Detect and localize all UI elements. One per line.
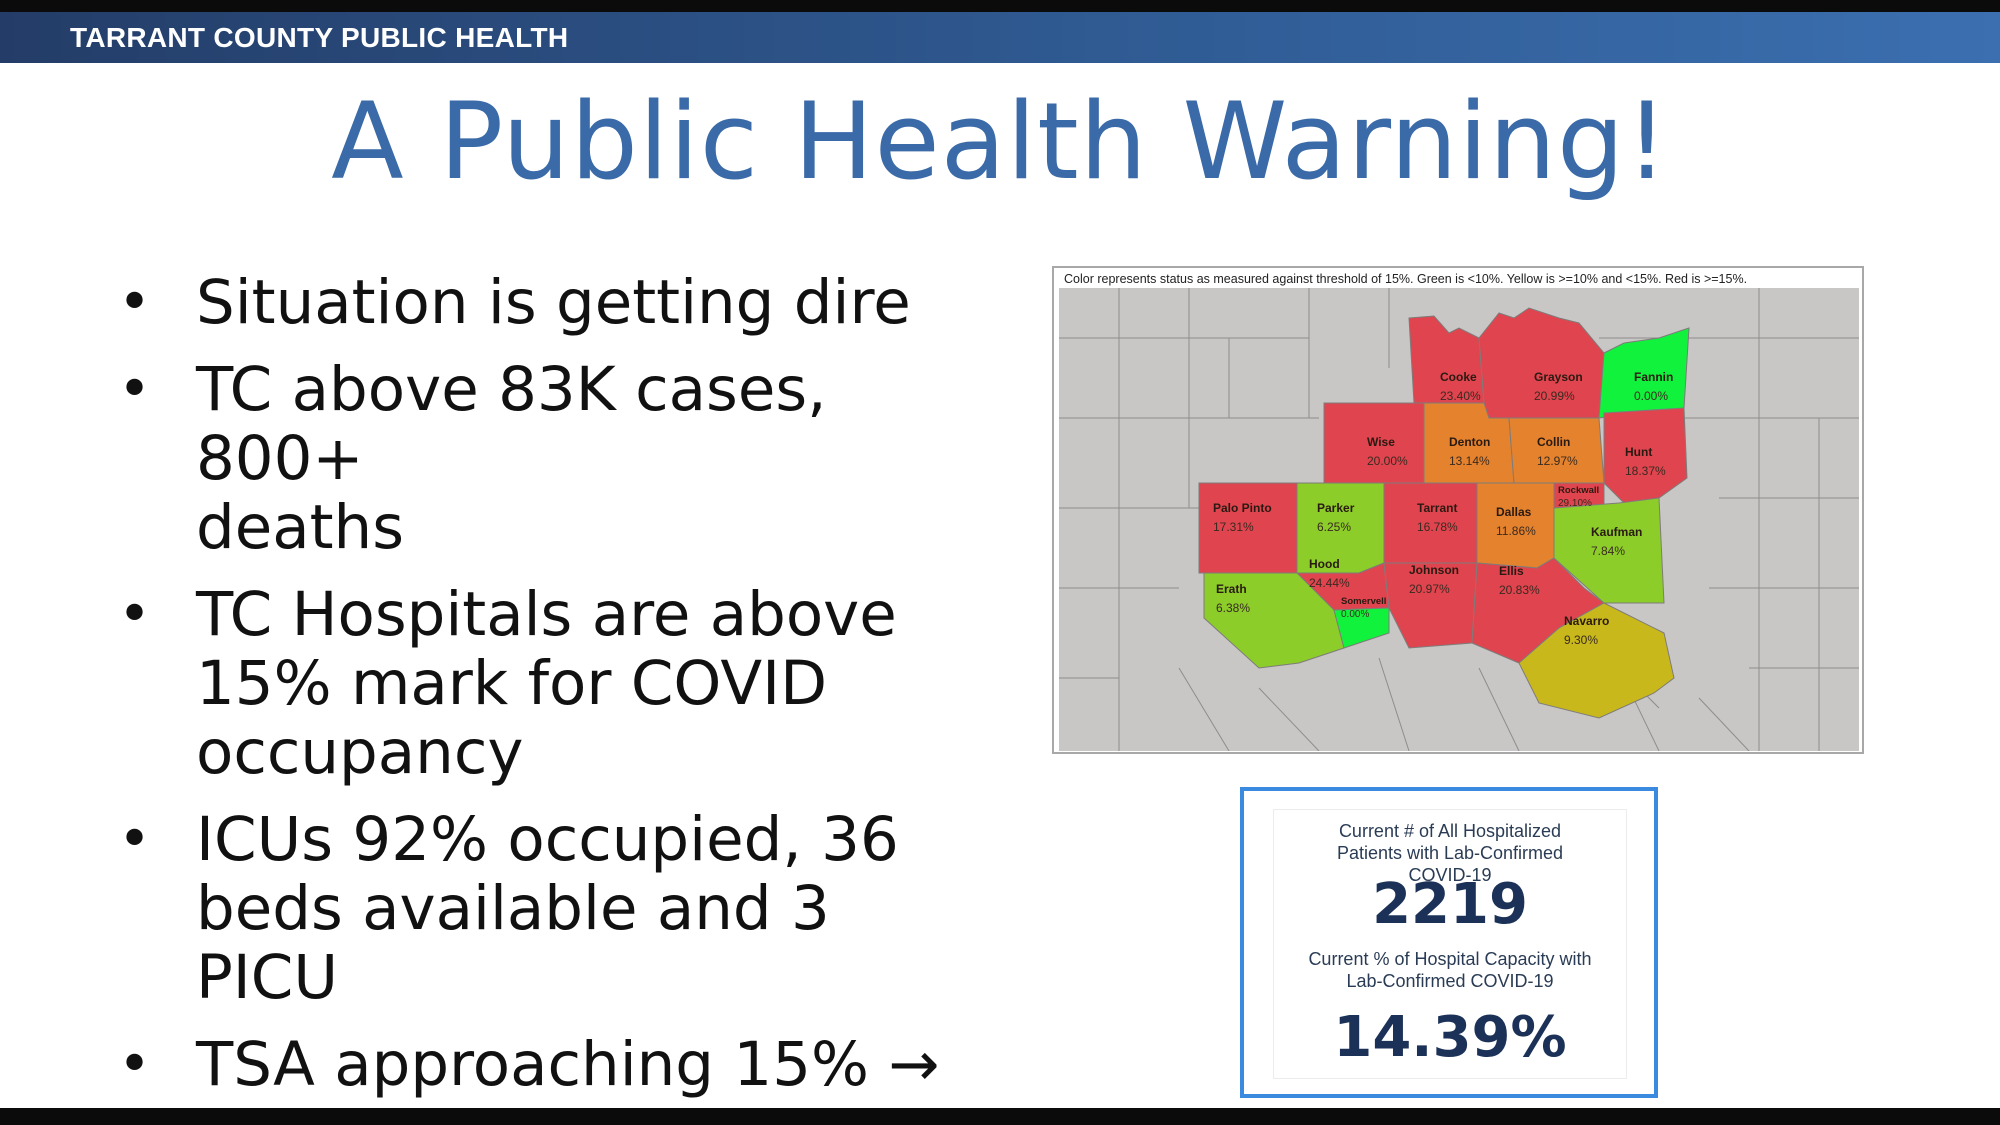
county-shapes [1198, 307, 1690, 719]
hospital-stats-card: Current # of All Hospitalized Patients w… [1274, 810, 1626, 1078]
county-label-palo-pinto: Palo Pinto [1213, 501, 1272, 515]
county-label-fannin: Fannin [1634, 370, 1673, 384]
county-label-hood: Hood [1309, 557, 1340, 571]
county-value-grayson: 20.99% [1534, 389, 1575, 403]
county-label-dallas: Dallas [1496, 505, 1532, 519]
county-value-kaufman: 7.84% [1591, 544, 1625, 558]
county-navarro [1518, 602, 1675, 719]
county-label-navarro: Navarro [1564, 614, 1609, 628]
county-label-rockwall: Rockwall [1558, 485, 1599, 496]
bullet-text: Situation is getting dire [196, 267, 911, 338]
bullet-marker: • [118, 357, 152, 422]
bullet-text: occupancy [196, 717, 524, 788]
county-value-parker: 6.25% [1317, 520, 1351, 534]
county-value-palo-pinto: 17.31% [1213, 520, 1254, 534]
hospital-stats-panel: Current # of All Hospitalized Patients w… [1240, 787, 1658, 1098]
bullet-marker: • [118, 807, 152, 872]
bullet-item: • TSA approaching 15% → [118, 1030, 958, 1099]
county-labels: Cooke 23.40% Grayson 20.99% Fannin 0.00% Wise 2… [1213, 370, 1673, 647]
hospitalized-label: Current # of All Hospitalized Patients w… [1336, 821, 1564, 885]
county-label-cooke: Cooke [1440, 370, 1477, 384]
county-label-erath: Erath [1216, 582, 1247, 596]
county-erath [1203, 572, 1345, 669]
county-label-grayson: Grayson [1534, 370, 1583, 384]
county-collin [1508, 417, 1605, 484]
bullet-marker: • [118, 582, 152, 647]
county-value-johnson: 20.97% [1409, 582, 1450, 596]
county-value-ellis: 20.83% [1499, 583, 1540, 597]
bullet-list: • Situation is getting dire • TC above 83K … [118, 268, 958, 1117]
organization-name: TARRANT COUNTY PUBLIC HEALTH [70, 22, 569, 53]
county-value-fannin: 0.00% [1634, 389, 1668, 403]
county-label-parker: Parker [1317, 501, 1355, 515]
county-status-map: Color represents status as measured agai… [1052, 266, 1864, 754]
county-label-johnson: Johnson [1409, 563, 1459, 577]
capacity-value: 14.39% [1333, 1005, 1567, 1070]
bottom-rule [0, 1108, 2000, 1125]
top-rule [0, 0, 2000, 12]
county-label-denton: Denton [1449, 435, 1490, 449]
county-value-collin: 12.97% [1537, 454, 1578, 468]
county-label-somervell: Somervell [1341, 596, 1386, 607]
county-johnson [1383, 562, 1478, 649]
county-map-canvas: Cooke 23.40% Grayson 20.99% Fannin 0.00% Wise 2… [1059, 288, 1859, 751]
bullet-text: TC above 83K cases, 800+ [196, 354, 827, 494]
bullet-text: ICUs 92% occupied, 36 [196, 804, 899, 875]
bullet-text: 15% mark for COVID [196, 648, 828, 719]
county-label-ellis: Ellis [1499, 564, 1524, 578]
bullet-item: • TC above 83K cases, 800+ deaths [118, 355, 958, 562]
bullet-item: • ICUs 92% occupied, 36 beds available and… [118, 805, 958, 1012]
county-label-tarrant: Tarrant [1417, 501, 1457, 515]
bullet-text: deaths [196, 492, 404, 563]
slide-title: A Public Health Warning! [331, 80, 1669, 203]
county-value-tarrant: 16.78% [1417, 520, 1458, 534]
county-value-hood: 24.44% [1309, 576, 1350, 590]
bullet-text: beds available and 3 PICU [196, 873, 830, 1013]
county-value-somervell: 0.00% [1341, 609, 1369, 620]
county-value-cooke: 23.40% [1440, 389, 1481, 403]
county-label-collin: Collin [1537, 435, 1570, 449]
county-label-hunt: Hunt [1625, 445, 1652, 459]
bullet-item: • Situation is getting dire [118, 268, 958, 337]
bullet-text: TSA approaching 15% → [196, 1029, 940, 1100]
county-label-wise: Wise [1367, 435, 1395, 449]
county-somervell [1333, 607, 1390, 649]
county-value-erath: 6.38% [1216, 601, 1250, 615]
county-value-wise: 20.00% [1367, 454, 1408, 468]
header-bar [0, 12, 2000, 63]
county-value-dallas: 11.86% [1496, 524, 1536, 538]
bullet-text: TC Hospitals are above [196, 579, 897, 650]
neighbor-county-lines [1059, 288, 1859, 751]
bullet-item: • TC Hospitals are above 15% mark for COVI… [118, 580, 958, 787]
county-label-kaufman: Kaufman [1591, 525, 1642, 539]
county-value-rockwall: 29.10% [1558, 498, 1592, 509]
bullet-marker: • [118, 270, 152, 335]
map-caption: Color represents status as measured agai… [1064, 272, 1748, 286]
county-value-denton: 13.14% [1449, 454, 1490, 468]
hospitalized-value: 2219 [1372, 872, 1528, 937]
capacity-label: Current % of Hospital Capacity with Lab-… [1308, 949, 1592, 991]
county-value-hunt: 18.37% [1625, 464, 1666, 478]
county-value-navarro: 9.30% [1564, 633, 1598, 647]
bullet-marker: • [118, 1032, 152, 1097]
